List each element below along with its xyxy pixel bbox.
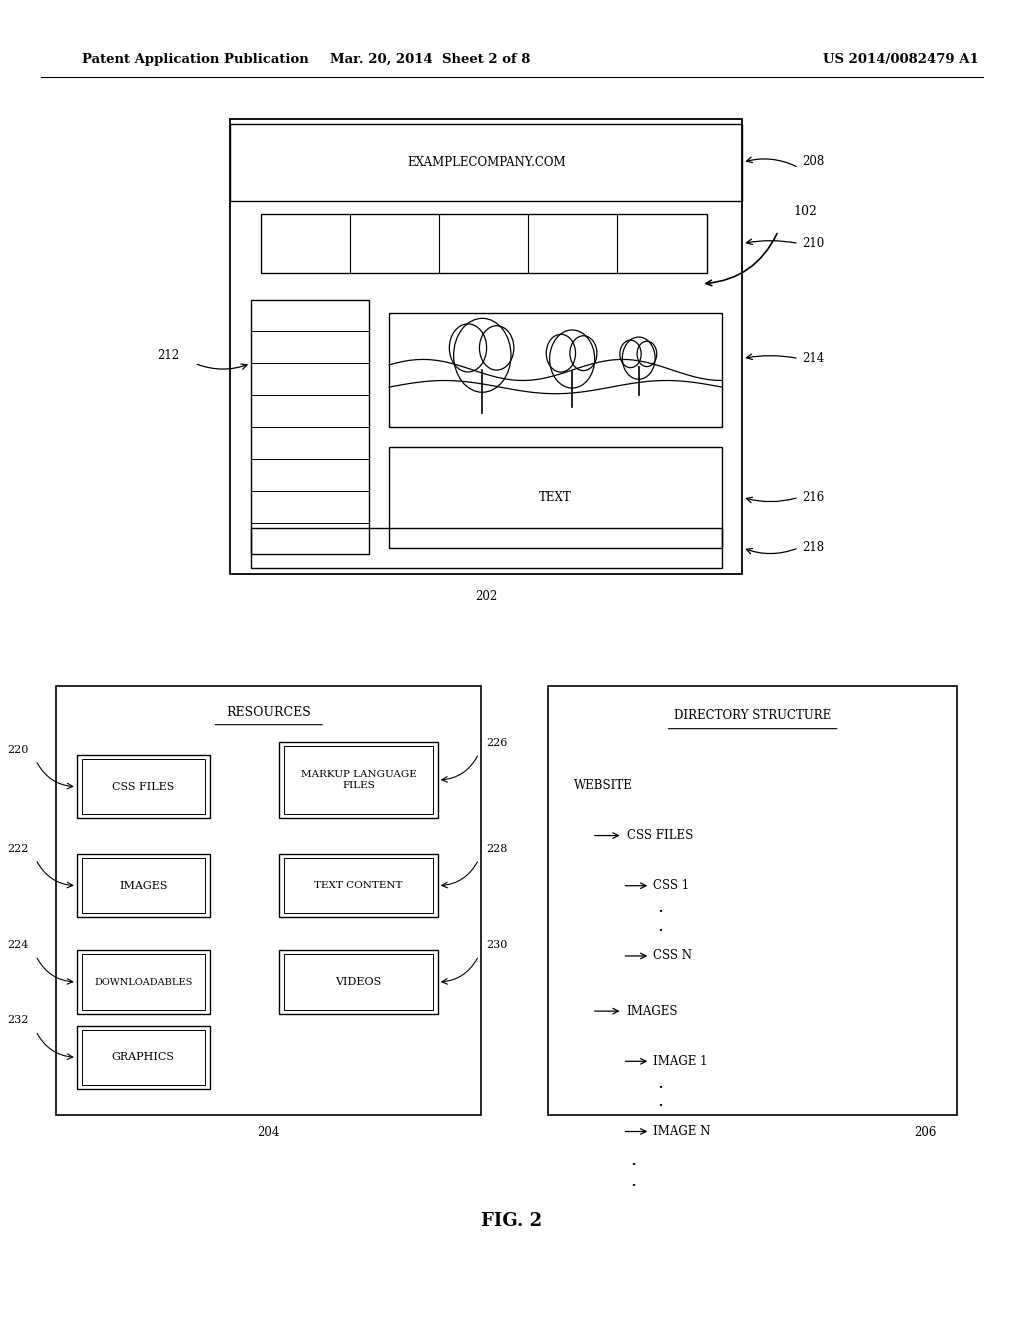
Text: IMAGE N: IMAGE N [653,1125,711,1138]
Bar [82,954,205,1010]
Text: 216: 216 [802,491,824,504]
Text: MARKUP LANGUAGE
FILES: MARKUP LANGUAGE FILES [300,771,417,789]
Text: Patent Application Publication: Patent Application Publication [82,53,308,66]
Text: 230: 230 [485,940,507,950]
Bar [279,854,438,917]
Bar [285,746,432,814]
Bar [285,858,432,913]
Bar [77,1026,210,1089]
Bar [56,686,481,1115]
Text: 224: 224 [7,940,29,950]
Bar [230,119,742,574]
Bar [251,300,369,554]
Text: RESOURCES: RESOURCES [226,706,311,719]
Text: EXAMPLECOMPANY.COM: EXAMPLECOMPANY.COM [408,156,565,169]
Text: DOWNLOADABLES: DOWNLOADABLES [94,978,193,986]
Bar [82,1030,205,1085]
Text: 212: 212 [157,350,179,362]
Text: 232: 232 [7,1015,29,1026]
Text: WEBSITE: WEBSITE [573,779,632,792]
Text: ·: · [657,921,664,940]
Text: 208: 208 [802,154,824,168]
Text: 210: 210 [802,238,824,249]
Text: 202: 202 [475,590,498,603]
Text: TEXT: TEXT [540,491,571,504]
Bar [82,858,205,913]
Text: 102: 102 [794,205,817,218]
Text: 218: 218 [802,541,824,554]
Text: CSS FILES: CSS FILES [627,829,693,842]
Text: ·: · [657,1097,664,1115]
Bar [77,950,210,1014]
Text: CSS 1: CSS 1 [653,879,689,892]
Bar [230,124,742,201]
Text: 204: 204 [258,1126,280,1139]
Text: IMAGES: IMAGES [119,880,168,891]
Bar [77,854,210,917]
Text: VIDEOS: VIDEOS [335,977,382,987]
Text: ·: · [657,903,664,921]
Text: 228: 228 [485,843,507,854]
Text: ·: · [657,1078,664,1097]
Text: DIRECTORY STRUCTURE: DIRECTORY STRUCTURE [674,709,831,722]
Bar [251,528,722,568]
Text: CSS N: CSS N [653,949,692,962]
Text: US 2014/0082479 A1: US 2014/0082479 A1 [823,53,979,66]
Text: Mar. 20, 2014  Sheet 2 of 8: Mar. 20, 2014 Sheet 2 of 8 [330,53,530,66]
Bar [77,755,210,818]
Text: 206: 206 [914,1126,937,1139]
Bar [285,954,432,1010]
Text: ·: · [630,1176,636,1195]
Text: FIG. 2: FIG. 2 [481,1212,543,1230]
Bar [389,447,722,548]
Text: IMAGE 1: IMAGE 1 [653,1055,708,1068]
Bar [548,686,957,1115]
Bar [389,313,722,428]
Text: GRAPHICS: GRAPHICS [112,1052,175,1063]
Text: 226: 226 [485,738,507,748]
Text: 220: 220 [7,744,29,755]
Text: 214: 214 [802,352,824,366]
Bar [261,214,707,273]
Bar [279,950,438,1014]
Text: IMAGES: IMAGES [627,1005,678,1018]
Bar [279,742,438,818]
Text: 222: 222 [7,843,29,854]
Text: TEXT CONTENT: TEXT CONTENT [314,882,402,890]
Bar [82,759,205,814]
Text: ·: · [630,1155,636,1173]
Text: CSS FILES: CSS FILES [113,781,174,792]
